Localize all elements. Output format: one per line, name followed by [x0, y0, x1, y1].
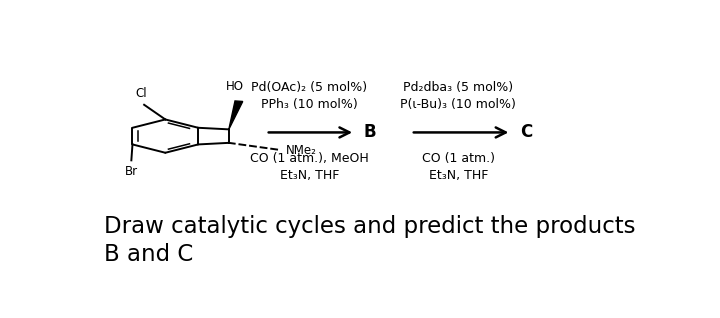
Text: Pd(OAc)₂ (5 mol%): Pd(OAc)₂ (5 mol%) [251, 81, 367, 93]
Polygon shape [229, 101, 243, 129]
Text: CO (1 atm.): CO (1 atm.) [422, 152, 495, 165]
Text: NMe₂: NMe₂ [287, 144, 318, 157]
Text: B and C: B and C [104, 243, 193, 266]
Text: Cl: Cl [135, 87, 147, 100]
Text: CO (1 atm.), MeOH: CO (1 atm.), MeOH [250, 152, 369, 165]
Text: PPh₃ (10 mol%): PPh₃ (10 mol%) [261, 98, 358, 111]
Text: Draw catalytic cycles and predict the products: Draw catalytic cycles and predict the pr… [104, 215, 636, 238]
Text: C: C [520, 123, 532, 142]
Text: P(ι-Bu)₃ (10 mol%): P(ι-Bu)₃ (10 mol%) [400, 98, 516, 111]
Text: Pd₂dba₃ (5 mol%): Pd₂dba₃ (5 mol%) [403, 81, 513, 93]
Text: Et₃N, THF: Et₃N, THF [428, 169, 488, 182]
Text: B: B [364, 123, 377, 142]
Text: Et₃N, THF: Et₃N, THF [279, 169, 339, 182]
Text: Br: Br [125, 165, 138, 178]
Text: HO: HO [225, 80, 243, 93]
